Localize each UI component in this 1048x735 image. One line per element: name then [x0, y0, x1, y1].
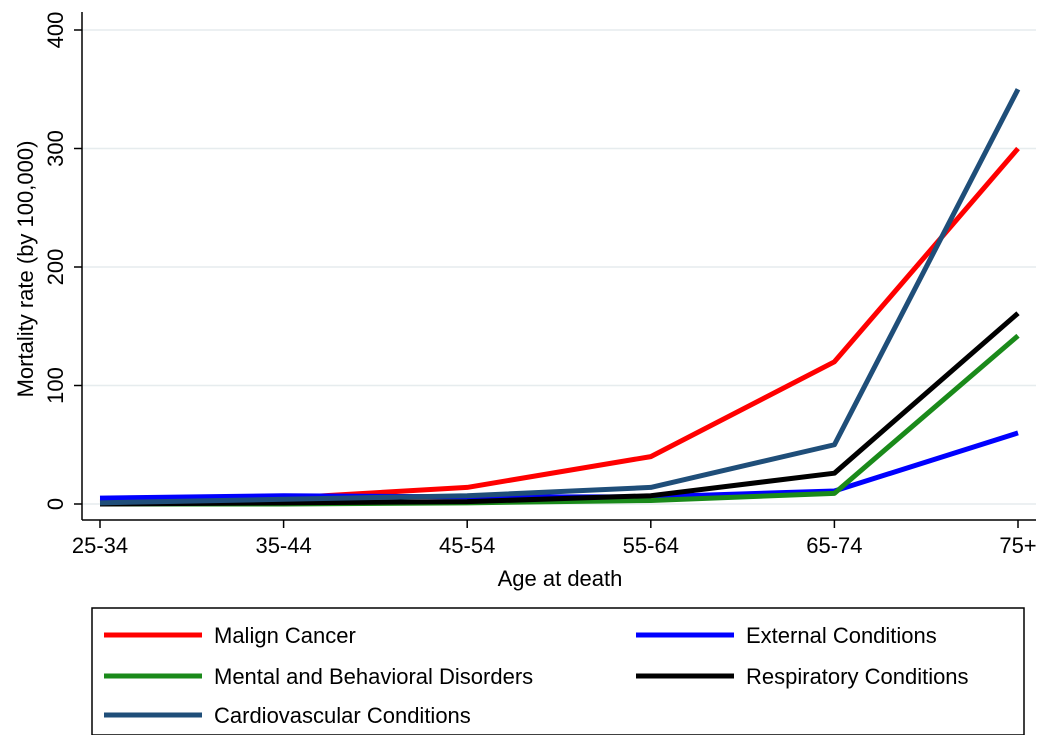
legend: Malign Cancer External Conditions Mental a… [104, 623, 969, 728]
x-ticks: 25-34 35-44 45-54 55-64 65-74 75+ [72, 520, 1037, 558]
y-tick-label: 200 [43, 249, 68, 286]
x-axis-title: Age at death [498, 566, 623, 591]
y-tick-label: 100 [43, 367, 68, 404]
x-tick-label: 55-64 [623, 533, 679, 558]
series-line [99, 88, 1021, 506]
legend-label: External Conditions [746, 623, 937, 648]
series-lines [99, 88, 1021, 507]
legend-label: Cardiovascular Conditions [214, 703, 471, 728]
x-tick-label: 65-74 [806, 533, 862, 558]
y-ticks: 0 100 200 300 400 [43, 12, 82, 510]
x-tick-label: 35-44 [255, 533, 311, 558]
legend-label: Respiratory Conditions [746, 664, 969, 689]
y-tick-label: 0 [43, 498, 68, 510]
series-line [99, 430, 1019, 501]
x-tick-label: 45-54 [439, 533, 495, 558]
series-line [99, 146, 1020, 505]
series-line [99, 311, 1020, 507]
y-axis-title: Mortality rate (by 100,000) [13, 141, 38, 398]
gridlines [82, 29, 1036, 505]
legend-label: Malign Cancer [214, 623, 356, 648]
axes [81, 12, 1036, 521]
x-tick-label: 25-34 [72, 533, 128, 558]
legend-label: Mental and Behavioral Disorders [214, 664, 533, 689]
y-tick-label: 300 [43, 130, 68, 167]
x-tick-label: 75+ [999, 533, 1036, 558]
y-tick-label: 400 [43, 12, 68, 49]
legend-box [91, 607, 1025, 735]
